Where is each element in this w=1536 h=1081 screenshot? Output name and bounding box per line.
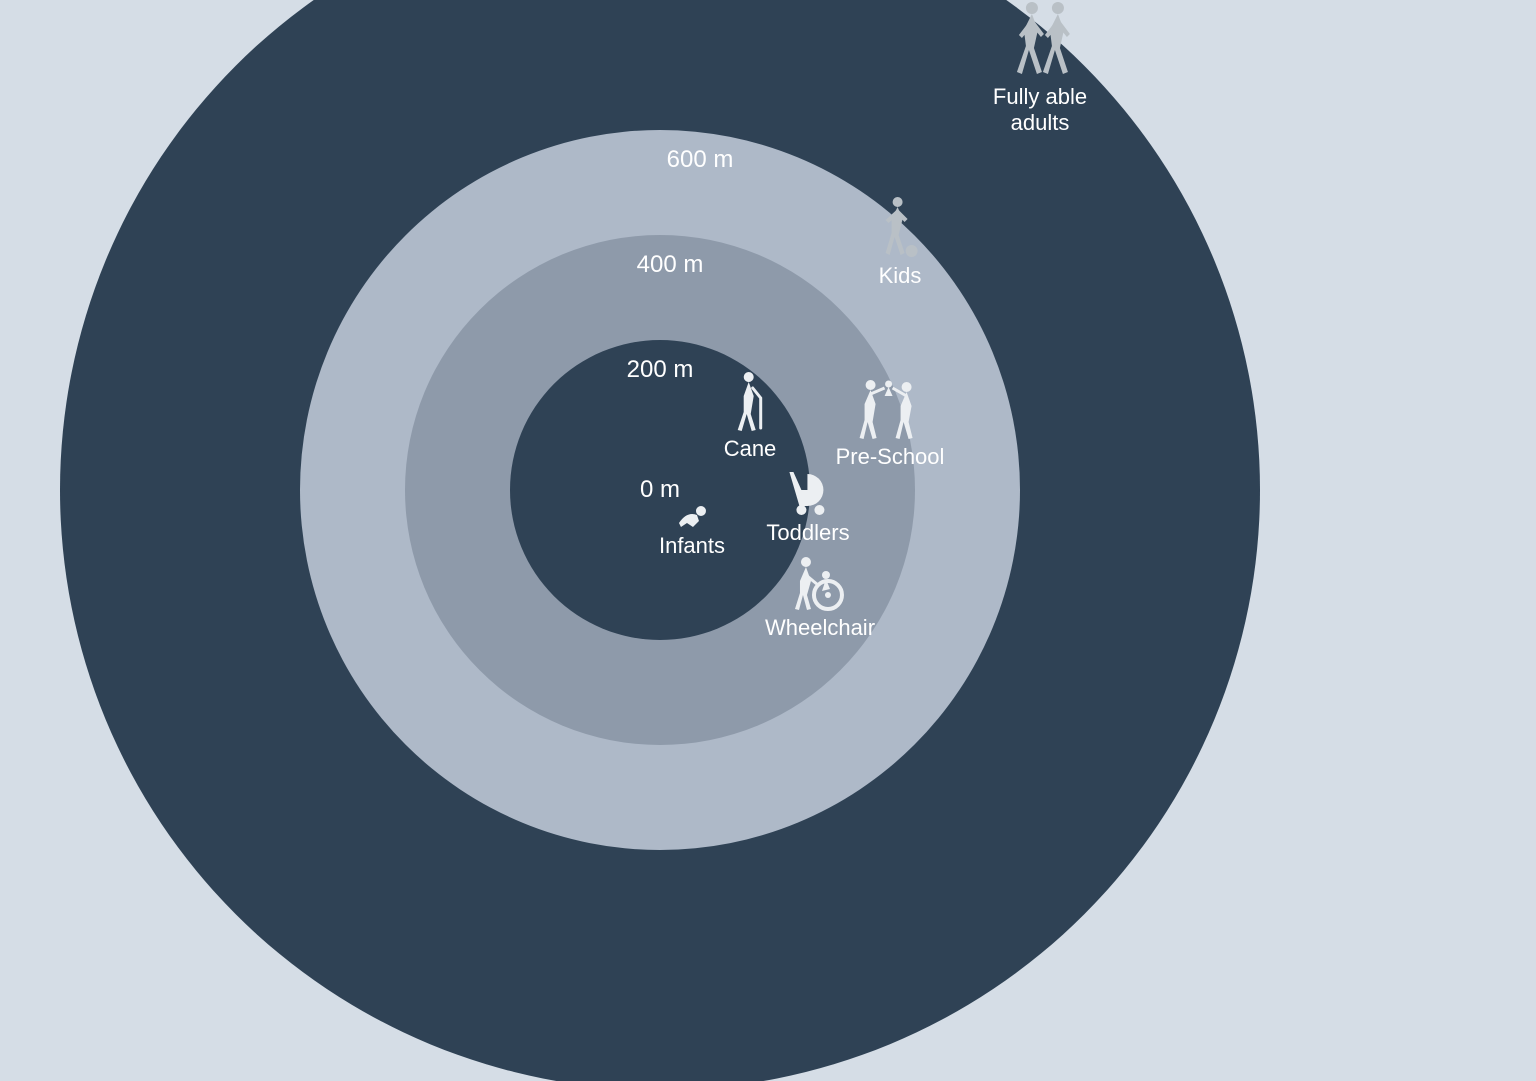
mobility-item-label: Pre-School	[836, 444, 945, 470]
distance-label: 600 m	[667, 146, 734, 174]
family-icon	[855, 378, 925, 440]
mobility-item-label: Fully ableadults	[993, 84, 1087, 137]
distance-label: 400 m	[637, 251, 704, 279]
cane-person-icon	[733, 370, 767, 432]
mobility-item-label: Kids	[879, 263, 922, 289]
adults-walking-icon	[1010, 0, 1070, 80]
mobility-item-pre-school: Pre-School	[836, 378, 945, 470]
distance-label: 0 m	[640, 476, 680, 504]
mobility-item-label: Toddlers	[766, 520, 849, 546]
mobility-item-fully-able-adults: Fully ableadults	[993, 0, 1087, 137]
mobility-item-wheelchair: Wheelchair	[765, 555, 875, 641]
kid-ball-icon	[880, 195, 920, 259]
infant-crawl-icon	[675, 503, 709, 529]
mobility-item-label: Infants	[659, 533, 725, 559]
stroller-icon	[783, 468, 833, 516]
mobility-item-label: Cane	[724, 436, 777, 462]
mobility-item-toddlers: Toddlers	[766, 468, 849, 546]
mobility-item-cane: Cane	[724, 370, 777, 462]
mobility-item-kids: Kids	[879, 195, 922, 289]
mobility-item-label: Wheelchair	[765, 615, 875, 641]
mobility-item-infants: Infants	[659, 503, 725, 559]
wheelchair-icon	[792, 555, 848, 611]
mobility-range-diagram: 1000 m600 m400 m200 m0 m Fully ableadult…	[0, 0, 1536, 1081]
distance-label: 200 m	[627, 356, 694, 384]
